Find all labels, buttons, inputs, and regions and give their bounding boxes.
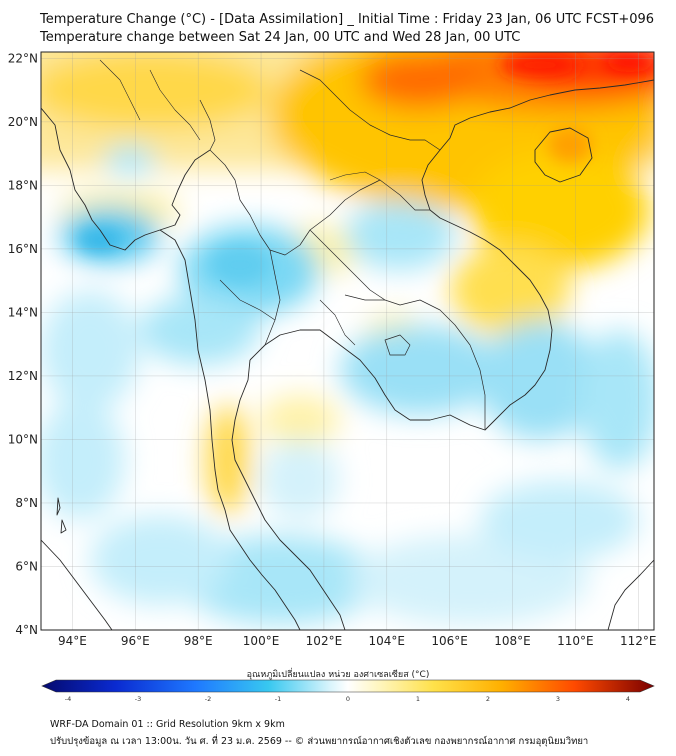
coastlines-borders [41, 59, 654, 630]
lon-label: 108°E [494, 634, 531, 648]
colorbar-tick-label: -3 [135, 695, 141, 703]
graticule [41, 52, 654, 630]
lon-label: 106°E [431, 634, 468, 648]
colorbar: -4 -3 -2 -1 0 1 2 3 4 [41, 679, 655, 703]
latitude-labels: 22°N 20°N 18°N 16°N 14°N 12°N 10°N 8°N 6°N 4°N [8, 51, 38, 637]
lon-label: 100°E [243, 634, 280, 648]
footer-update-info: ปรับปรุงข้อมูล ณ เวลา 13:00น. วัน ศ. ที่… [50, 736, 589, 747]
lat-label: 18°N [8, 178, 38, 192]
lon-label: 112°E [620, 634, 657, 648]
lat-label: 8°N [15, 496, 38, 510]
colorbar-tick-label: 4 [626, 695, 630, 703]
map-frame [40, 51, 655, 631]
map-title: Temperature Change (°C) - [Data Assimila… [40, 12, 655, 27]
lon-label: 110°E [557, 634, 594, 648]
lon-label: 98°E [184, 634, 213, 648]
colorbar-tick-label: -4 [65, 695, 71, 703]
lat-label: 12°N [8, 369, 38, 383]
lon-label: 104°E [369, 634, 406, 648]
lat-label: 22°N [8, 51, 38, 65]
colorbar-label: อุณหภูมิเปลี่ยนแปลง หน่วย องศาเซลเซียส (… [246, 670, 430, 680]
lat-label: 10°N [8, 432, 38, 446]
lon-label: 102°E [306, 634, 343, 648]
colorbar-tick-label: -2 [205, 695, 211, 703]
lon-label: 94°E [58, 634, 87, 648]
lat-label: 20°N [8, 115, 38, 129]
lat-label: 14°N [8, 305, 38, 319]
colorbar-tick-label: 3 [556, 695, 560, 703]
footer-model-info: WRF-DA Domain 01 :: Grid Resolution 9km … [50, 719, 285, 730]
lat-label: 6°N [15, 559, 38, 573]
colorbar-tick-label: -1 [275, 695, 281, 703]
lat-label: 4°N [15, 623, 38, 637]
colorbar-tick-label: 2 [486, 695, 490, 703]
lon-label: 96°E [121, 634, 150, 648]
temperature-field [41, 52, 654, 630]
colorbar-ticks: -4 -3 -2 -1 0 1 2 3 4 [65, 695, 630, 703]
colorbar-tick-label: 1 [416, 695, 420, 703]
longitude-labels: 94°E 96°E 98°E 100°E 102°E 104°E 106°E 108°E 110… [58, 634, 657, 648]
colorbar-tick-label: 0 [346, 695, 350, 703]
colorbar-ramp [41, 679, 655, 693]
map-subtitle: Temperature change between Sat 24 Jan, 0… [40, 30, 521, 45]
lat-label: 16°N [8, 242, 38, 256]
